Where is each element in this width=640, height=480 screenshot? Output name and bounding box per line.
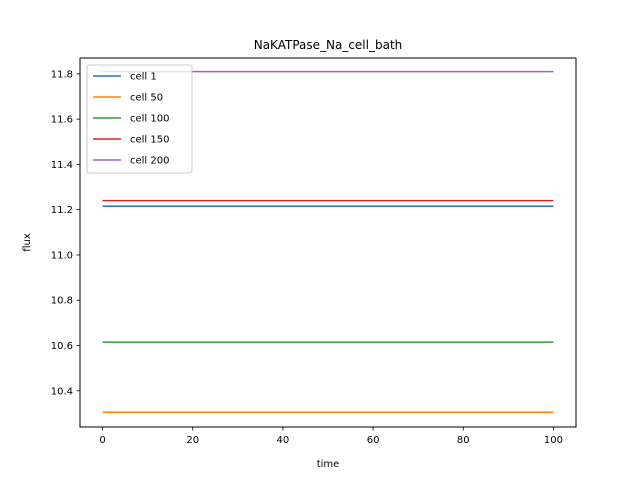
x-tick-label: 100 [544,435,563,446]
y-axis-label: flux [22,233,33,252]
legend-label: cell 150 [130,135,169,146]
chart-title: NaKATPase_Na_cell_bath [254,38,403,52]
ticks-layer: 0 20 40 60 80 100 10.4 10.6 10.8 11.0 11.2 11.4 11.6… [51,69,563,446]
series-layer [102,70,554,414]
legend-label: cell 1 [130,72,157,83]
x-tick-label: 20 [186,435,199,446]
legend-box [86,64,193,174]
y-tick-label: 10.8 [51,296,73,307]
x-axis-label: time [317,459,340,470]
y-tick-label: 10.6 [51,341,73,352]
y-tick-label: 10.4 [51,386,73,397]
y-tick-label: 11.8 [51,69,73,80]
y-tick-label: 11.2 [51,205,73,216]
x-tick-label: 80 [457,435,470,446]
plot-frame [79,57,577,428]
legend-label: cell 50 [130,93,163,104]
legend: cell 1 cell 50 cell 100 cell 150 cell 200 [86,64,193,174]
x-tick-label: 0 [99,435,105,446]
legend-label: cell 200 [130,156,169,167]
legend-label: cell 100 [130,114,169,125]
y-tick-label: 11.0 [51,250,73,261]
y-tick-label: 11.4 [51,160,73,171]
y-tick-label: 11.6 [51,115,73,126]
x-tick-label: 60 [367,435,380,446]
x-tick-label: 40 [277,435,290,446]
